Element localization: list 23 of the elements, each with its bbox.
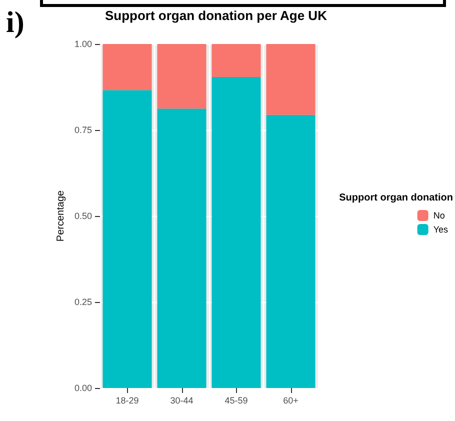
y-axis-title: Percentage (56, 190, 66, 242)
bar (157, 108, 206, 388)
bar (157, 44, 206, 109)
x-tick-label: 60+ (283, 396, 298, 406)
legend-title: Support organ donation (339, 192, 454, 204)
chart-title: Support organ donation per Age UK (105, 8, 328, 23)
bar (102, 90, 152, 388)
x-tick-label: 30-44 (170, 396, 194, 406)
y-tick-label: 1.00 (74, 39, 92, 49)
bar (266, 44, 316, 115)
y-tick-label: 0.00 (74, 383, 92, 393)
text: i) (6, 6, 24, 40)
x-tick-label: 45-59 (224, 396, 248, 406)
y-tick-label: 0.75 (74, 125, 92, 135)
legend-label: No (433, 210, 445, 220)
bar (266, 114, 316, 388)
bar (212, 77, 261, 388)
x-tick-label: 18-29 (116, 396, 139, 406)
legend-label: Yes (433, 224, 448, 234)
bar (102, 44, 152, 90)
y-tick-label: 0.50 (74, 211, 92, 221)
bar (212, 44, 261, 78)
y-tick-label: 0.25 (74, 297, 92, 307)
